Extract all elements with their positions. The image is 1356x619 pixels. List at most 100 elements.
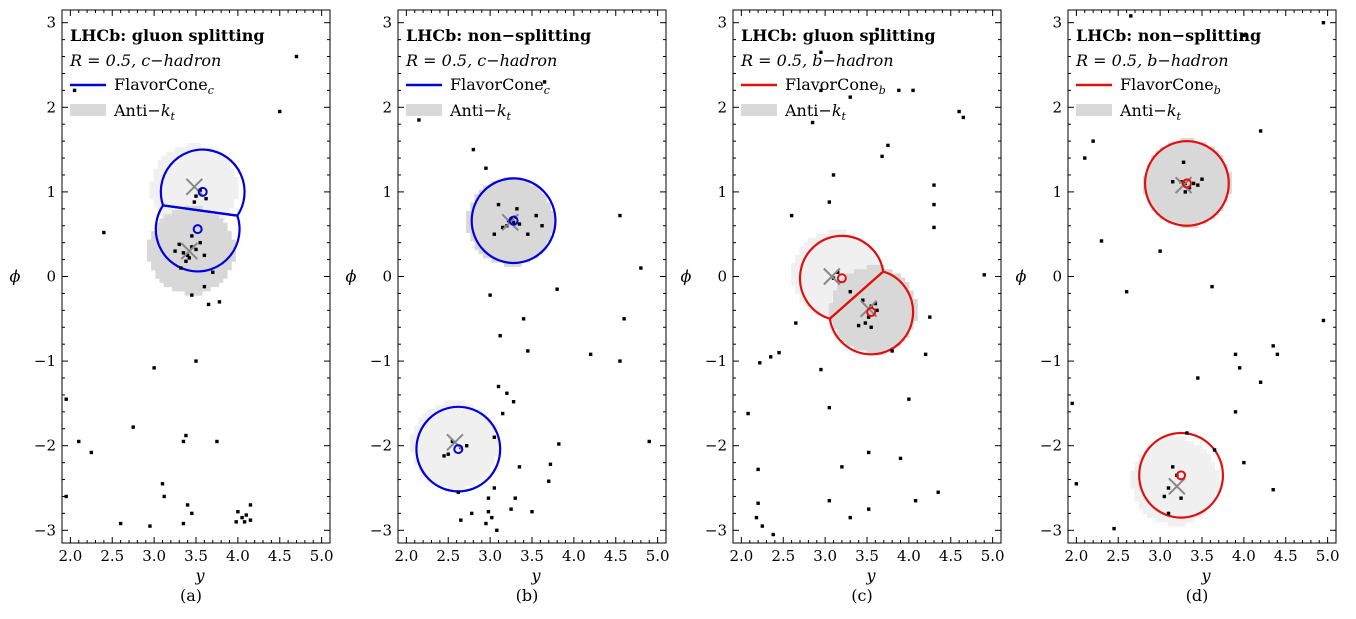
legend-swatch-antikt <box>1076 104 1112 116</box>
ticks <box>733 10 1001 543</box>
particle-point <box>1321 318 1326 323</box>
particle-point <box>863 321 868 325</box>
particle-point <box>194 194 198 198</box>
particle-point <box>184 259 188 263</box>
legend-label-flavorcone: FlavorConec <box>114 75 214 97</box>
particle-point <box>495 528 499 533</box>
particle-point <box>511 400 516 404</box>
particle-point <box>1181 160 1186 164</box>
ticks <box>398 10 666 543</box>
x-tick-label: 3.5 <box>1190 547 1214 565</box>
particle-point <box>89 450 94 455</box>
particle-point <box>278 109 282 114</box>
particle-point <box>294 54 299 59</box>
particle-point <box>236 509 240 514</box>
legend-label-antikt: Anti−kt <box>1119 101 1182 123</box>
legend-label-antikt: Anti−kt <box>113 101 176 123</box>
particle-point <box>211 270 215 274</box>
particle-point <box>242 520 247 524</box>
particle-point <box>831 173 836 177</box>
y-tick-label: −1 <box>1040 352 1062 370</box>
legend-title: LHCb: non−splitting <box>406 26 591 45</box>
particle-point <box>202 253 207 258</box>
particle-point <box>64 494 68 499</box>
particle-point <box>1233 352 1238 357</box>
particle-point <box>492 232 497 236</box>
panel-label: (c) <box>851 586 872 605</box>
particle-point <box>470 511 474 516</box>
particle-point <box>861 298 865 302</box>
particle-point <box>488 293 492 297</box>
x-axis-label: y <box>194 566 205 585</box>
x-tick-label: 3.5 <box>855 547 879 565</box>
particle-point <box>509 507 513 511</box>
particle-point <box>754 515 759 520</box>
particle-point <box>190 511 194 516</box>
particle-point <box>496 202 501 207</box>
legend-subtitle: R = 0.5, c−hadron <box>405 51 557 70</box>
cone-center-marker <box>1181 178 1192 189</box>
particle-point <box>777 350 781 355</box>
antikt-region <box>410 400 499 491</box>
particle-point <box>1271 344 1275 348</box>
x-tick-label: 4.0 <box>897 547 921 565</box>
particle-point <box>202 284 207 289</box>
particle-point <box>1258 129 1263 133</box>
y-tick-label: 2 <box>1052 98 1062 116</box>
particle-point <box>517 222 522 226</box>
particle-point <box>1070 401 1074 406</box>
particle-point <box>526 349 530 353</box>
particle-point <box>198 240 202 245</box>
particle-point <box>490 515 494 520</box>
particle-point <box>181 521 186 526</box>
particle-point <box>923 352 928 357</box>
particle-point <box>827 200 832 204</box>
jet-axis-cross <box>1168 477 1186 496</box>
y-tick-label: 3 <box>717 14 727 32</box>
particle-point <box>486 509 491 514</box>
particle-point <box>540 224 544 228</box>
y-tick-label: 3 <box>46 14 56 32</box>
x-tick-label: 5.0 <box>1316 547 1340 565</box>
particle-point <box>484 521 488 526</box>
particle-point <box>198 188 202 192</box>
particle-point <box>557 442 561 446</box>
particle-point <box>555 287 559 291</box>
x-tick-label: 2.5 <box>100 547 124 565</box>
particle-point <box>217 300 222 304</box>
particle-point <box>1275 352 1280 357</box>
x-tick-label: 3.0 <box>142 547 166 565</box>
particle-point <box>1099 239 1104 243</box>
particle-point <box>486 496 491 500</box>
particle-point <box>1196 183 1200 187</box>
x-tick-label: 3.5 <box>520 547 544 565</box>
x-tick-label: 4.5 <box>939 547 963 565</box>
particle-point <box>492 435 497 439</box>
particle-point <box>505 391 509 395</box>
flavorcone-2 <box>1138 431 1225 519</box>
particles <box>746 27 986 537</box>
particle-point <box>417 118 421 122</box>
x-tick-label: 3.0 <box>478 547 502 565</box>
particle-point <box>215 439 219 444</box>
y-tick-label: 0 <box>382 268 392 286</box>
particle-point <box>890 349 894 353</box>
particle-point <box>492 486 497 490</box>
antikt-region <box>146 205 236 296</box>
particle-point <box>768 355 773 359</box>
antikt-region <box>466 177 556 267</box>
particle-point <box>190 245 194 249</box>
particle-point <box>442 454 446 458</box>
particle-point <box>618 213 622 218</box>
particle-point <box>498 334 502 338</box>
legend-swatch-antikt <box>70 104 106 116</box>
x-tick-label: 3.5 <box>184 547 208 565</box>
y-tick-label: 0 <box>46 268 56 286</box>
particle-point <box>1170 180 1175 184</box>
ticks <box>62 10 330 543</box>
plot-area <box>410 80 651 533</box>
legend-title: LHCb: gluon splitting <box>741 26 936 45</box>
y-tick-label: −1 <box>705 352 727 370</box>
particle-point <box>618 359 622 363</box>
